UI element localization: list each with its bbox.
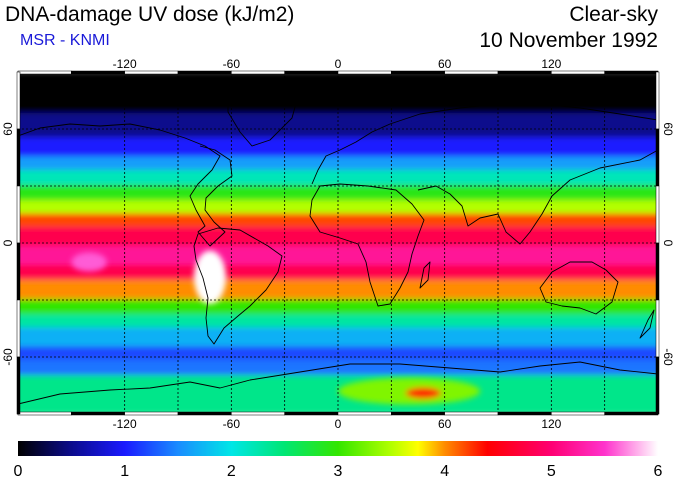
lon-tick-label-top: 0 [335,57,342,71]
frame-tick [17,411,72,416]
frame-tick [231,411,285,416]
colorbar-tick-label: 3 [334,463,343,480]
colorbar-tick-label: 2 [227,463,236,480]
uv-hotspot [194,250,226,304]
frame-tick [497,70,552,75]
colorbar-tick-label: 1 [120,463,129,480]
uv-hotspot [71,252,107,272]
lat-tick-label-left: 0 [1,239,15,246]
east-asia-coast [417,149,658,245]
frame-tick [655,128,660,187]
frame-tick [71,70,125,75]
frame-tick [16,128,21,187]
frame-tick [604,70,659,75]
lon-tick-label-top: 60 [438,57,452,71]
frame-tick [337,411,392,416]
colorbar-tick-label: 4 [440,463,449,480]
frame-tick [391,70,445,75]
frame-tick [124,411,179,416]
antarctica-coast [18,361,658,405]
lat-tick-label-right: 60 [661,122,675,136]
frame-tick [655,242,660,301]
uv-band [18,299,658,317]
lon-tick-label-bottom: 0 [335,417,342,431]
frame-tick [337,70,392,75]
frame-tick [17,70,72,75]
frame-tick [16,242,21,301]
frame-tick [391,411,445,416]
colorbar-tick-label: 6 [654,463,663,480]
frame-tick [16,356,21,415]
lat-tick-label-left: 60 [1,122,15,136]
axis-labels: -120 -120 -60 -60 0 0 60 60 120 120 60 0 -60 60 0 -60 [1,57,675,431]
australia-coast [539,261,619,315]
frame-tick [231,70,285,75]
date-label: 10 November 1992 [479,29,658,52]
madagascar-coast [419,261,431,289]
europe-asia-coast [311,103,658,185]
lon-tick-label-bottom: -120 [113,417,137,431]
colorbar-tick-label: 5 [547,463,556,480]
lon-tick-label-top: -60 [223,57,241,71]
lat-tick-label-left: -60 [1,348,15,366]
frame-tick [124,70,179,75]
lat-tick-label-right: -60 [661,348,675,366]
frame-tick [444,70,499,75]
map-title: DNA-damage UV dose (kJ/m2) [5,3,295,26]
frame-tick [497,411,552,416]
frame-tick [551,70,605,75]
frame-tick [444,411,499,416]
lon-tick-label-bottom: 60 [438,417,452,431]
africa-coast [309,183,425,307]
sky-condition-label: Clear-sky [569,3,658,26]
frame-tick [16,185,21,244]
frame-tick [655,71,660,130]
uv-hotspot [405,387,442,399]
lat-tick-label-right: 0 [661,240,675,247]
source-label: MSR - KNMI [20,32,110,49]
frame-tick [655,299,660,358]
greenland-coast [227,91,299,147]
frame-tick [284,70,339,75]
lon-tick-label-bottom: -60 [223,417,241,431]
frame-tick [16,299,21,358]
frame-ticks [16,70,660,416]
colorbar-labels: 0 1 2 3 4 5 6 [14,463,663,480]
frame-tick [177,70,232,75]
lon-tick-label-top: 120 [541,57,561,71]
frame-tick [71,411,125,416]
frame-tick [655,356,660,415]
frame-tick [655,185,660,244]
uv-band [18,169,658,187]
frame-tick [177,411,232,416]
new-zealand-coast [639,309,655,339]
lon-tick-label-bottom: 120 [541,417,561,431]
frame-tick [284,411,339,416]
frame-tick [16,71,21,130]
colorbar-tick-label: 0 [14,463,23,480]
frame-tick [604,411,659,416]
colorbar [18,441,658,456]
lon-tick-label-top: -120 [113,57,137,71]
frame-tick [551,411,605,416]
graticule [18,72,658,414]
